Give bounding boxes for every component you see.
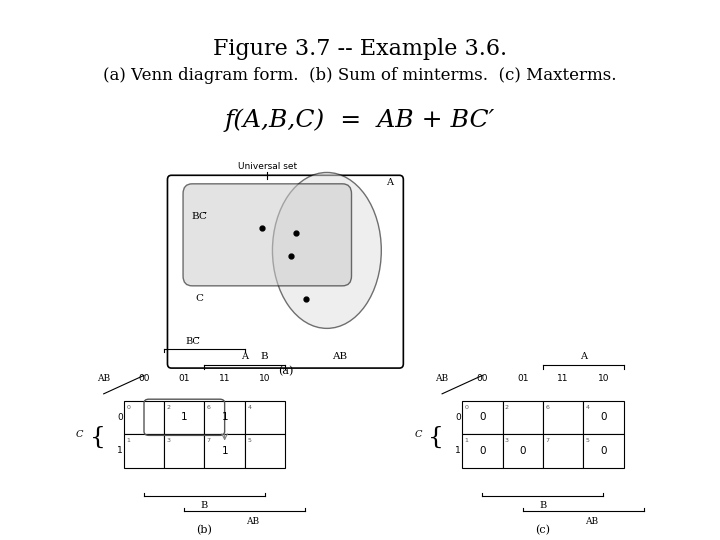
Text: BC̅: BC̅ (185, 338, 199, 346)
Text: 11: 11 (557, 374, 569, 383)
Text: A: A (386, 178, 392, 187)
Bar (503, 401, 543, 434)
Text: {: { (90, 426, 106, 449)
Text: 2: 2 (505, 404, 509, 409)
Text: 2: 2 (166, 404, 171, 409)
Text: 1: 1 (464, 438, 469, 443)
Text: f(A,B,C)  =  AB + BC′: f(A,B,C) = AB + BC′ (225, 108, 495, 132)
Text: AB: AB (436, 374, 449, 383)
Text: 0: 0 (126, 404, 130, 409)
Text: 0: 0 (117, 413, 122, 422)
Bar (164, 434, 204, 468)
Text: B: B (539, 501, 546, 510)
Text: (c): (c) (536, 525, 550, 536)
Bar (124, 401, 164, 434)
Text: 11: 11 (219, 374, 230, 383)
Text: 0: 0 (519, 446, 526, 456)
Text: 5: 5 (585, 438, 590, 443)
Text: (a): (a) (278, 366, 293, 376)
Text: 0: 0 (464, 404, 469, 409)
Text: C: C (196, 294, 204, 303)
Text: AB: AB (332, 352, 348, 361)
Bar (204, 434, 245, 468)
Text: 4: 4 (585, 404, 590, 409)
Text: 3: 3 (505, 438, 509, 443)
Text: 1: 1 (126, 438, 130, 443)
Text: 4: 4 (247, 404, 251, 409)
FancyBboxPatch shape (183, 184, 351, 286)
Text: A: A (241, 353, 248, 361)
Bar (245, 401, 285, 434)
Text: 7: 7 (207, 438, 211, 443)
Text: 0: 0 (479, 446, 486, 456)
Bar (462, 401, 503, 434)
Text: 5: 5 (247, 438, 251, 443)
Text: 01: 01 (517, 374, 528, 383)
Text: 0: 0 (600, 446, 607, 456)
Text: 00: 00 (138, 374, 150, 383)
Text: 3: 3 (166, 438, 171, 443)
Bar (503, 434, 543, 468)
Text: AB: AB (585, 517, 598, 526)
Bar (583, 401, 624, 434)
Bar (543, 401, 583, 434)
Text: (b): (b) (197, 525, 212, 536)
Bar (124, 434, 164, 468)
Text: 1: 1 (221, 446, 228, 456)
Bar (543, 434, 583, 468)
Text: B: B (261, 352, 269, 361)
FancyBboxPatch shape (168, 176, 403, 368)
Text: B: B (201, 501, 208, 510)
Text: 6: 6 (207, 404, 211, 409)
Text: Figure 3.7 -- Example 3.6.: Figure 3.7 -- Example 3.6. (213, 38, 507, 60)
Bar (583, 434, 624, 468)
Text: 0: 0 (455, 413, 461, 422)
Text: A: A (580, 353, 587, 361)
Text: 0: 0 (600, 412, 607, 422)
Text: 00: 00 (477, 374, 488, 383)
Text: {: { (428, 426, 444, 449)
Text: 10: 10 (598, 374, 609, 383)
Bar (462, 434, 503, 468)
Text: 7: 7 (545, 438, 549, 443)
Text: C: C (76, 429, 84, 438)
Text: 6: 6 (545, 404, 549, 409)
Ellipse shape (272, 172, 382, 328)
Text: AB: AB (246, 517, 259, 526)
Text: 1: 1 (221, 412, 228, 422)
Text: 1: 1 (117, 446, 122, 455)
Text: 10: 10 (259, 374, 271, 383)
Bar (204, 401, 245, 434)
Bar (245, 434, 285, 468)
Text: BC̅: BC̅ (192, 212, 208, 221)
Text: 0: 0 (479, 412, 486, 422)
Text: (a) Venn diagram form.  (b) Sum of minterms.  (c) Maxterms.: (a) Venn diagram form. (b) Sum of minter… (103, 68, 617, 84)
Text: Universal set: Universal set (238, 163, 297, 171)
Bar (164, 401, 204, 434)
Text: C: C (414, 429, 422, 438)
Text: 1: 1 (455, 446, 461, 455)
Text: 01: 01 (179, 374, 190, 383)
Text: 1: 1 (181, 412, 188, 422)
Text: AB: AB (97, 374, 110, 383)
